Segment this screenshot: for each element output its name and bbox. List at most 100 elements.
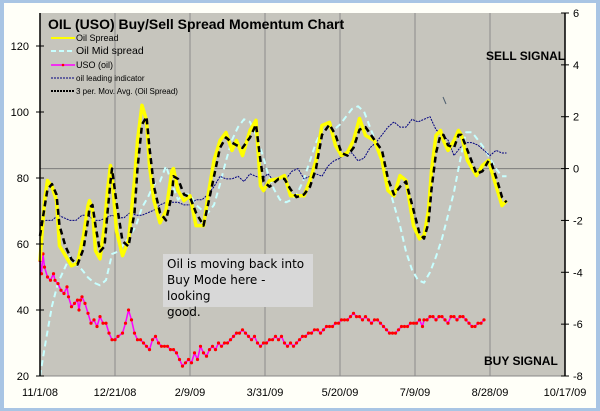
- data-point: [107, 331, 111, 335]
- data-point: [147, 348, 152, 352]
- data-point: [437, 315, 441, 319]
- data-point: [98, 315, 102, 319]
- data-point: [219, 344, 224, 348]
- legend-label: Oil Spread: [76, 33, 119, 43]
- data-point: [464, 318, 468, 322]
- data-point: [92, 318, 96, 322]
- data-point: [390, 331, 395, 335]
- data-point: [428, 315, 432, 319]
- data-point: [48, 278, 53, 282]
- data-point: [246, 334, 251, 338]
- legend-item-oil-leading-indicator: oil leading indicator: [51, 74, 145, 83]
- data-point: [126, 308, 131, 312]
- data-point: [420, 324, 425, 329]
- data-point: [402, 324, 407, 329]
- data-point: [312, 328, 317, 332]
- data-point: [165, 344, 170, 348]
- legend-label: oil leading indicator: [76, 74, 145, 83]
- data-point: [123, 321, 128, 325]
- data-point: [53, 278, 57, 282]
- x-tick-label: 5/20/09: [322, 387, 359, 399]
- x-tick-label: 10/17/09: [544, 387, 587, 399]
- data-point: [83, 301, 87, 305]
- series-layer: [38, 103, 508, 377]
- data-point: [110, 338, 114, 342]
- series-oil-mid-spread: [39, 105, 507, 377]
- data-point: [59, 288, 63, 292]
- data-point: [101, 321, 105, 325]
- data-point: [282, 341, 287, 345]
- axes: 20 40 60 80 100 120 -8 -6 -4 -2 0 2 4 6 11/1/08 12/21/0…: [11, 8, 587, 399]
- legend-label: Oil Mid spread: [76, 45, 144, 57]
- data-point: [378, 321, 383, 325]
- data-point: [201, 351, 206, 355]
- legend-label: USO (oil): [76, 60, 113, 70]
- data-point: [249, 338, 254, 342]
- x-tick-label: 11/1/08: [22, 387, 58, 399]
- data-point: [279, 334, 284, 338]
- data-point: [306, 331, 311, 335]
- data-point: [51, 272, 56, 276]
- data-point: [327, 324, 332, 329]
- legend: Oil Spread Oil Mid spread USO (oil) oil lea…: [51, 33, 178, 96]
- data-point: [204, 354, 209, 358]
- data-point: [396, 328, 401, 332]
- data-point: [309, 331, 314, 335]
- right-tick-label: -8: [573, 371, 583, 383]
- legend-label: 3 per. Mov. Avg. (Oil Spread): [76, 87, 178, 96]
- data-point: [261, 341, 266, 345]
- legend-item-oil-mid-spread: Oil Mid spread: [51, 45, 144, 57]
- data-point: [183, 361, 188, 365]
- data-point: [168, 348, 173, 352]
- data-point: [399, 324, 404, 329]
- data-point: [414, 321, 419, 325]
- data-point: [198, 344, 203, 348]
- data-point: [234, 331, 239, 335]
- x-tick-label: 8/28/09: [472, 387, 509, 399]
- right-tick-label: 4: [573, 60, 579, 72]
- data-point: [417, 318, 422, 322]
- data-point: [141, 341, 146, 345]
- data-point: [431, 315, 435, 319]
- data-point: [363, 315, 368, 319]
- left-tick-label: 60: [17, 239, 29, 251]
- series-line-3-per-mov-avg-oil-spread: [38, 115, 508, 266]
- series-3-per-mov-avg-oil-spread: [38, 115, 508, 266]
- data-point: [357, 315, 362, 319]
- legend-item-3-per-mov-avg-oil-spread: 3 per. Mov. Avg. (Oil Spread): [51, 87, 178, 96]
- data-point: [425, 318, 429, 322]
- chart-title: OIL (USO) Buy/Sell Spread Momentum Chart: [48, 16, 344, 32]
- data-point: [366, 318, 371, 322]
- series-oil-spread: [38, 103, 508, 268]
- left-tick-label: 40: [17, 305, 29, 317]
- data-point: [231, 334, 236, 338]
- data-point: [207, 348, 212, 352]
- data-point: [294, 341, 299, 345]
- data-point: [42, 265, 47, 269]
- data-point: [95, 324, 99, 329]
- data-point: [177, 357, 182, 362]
- data-point: [195, 357, 200, 362]
- data-point: [228, 338, 233, 342]
- data-point: [243, 331, 248, 335]
- data-point: [66, 295, 71, 299]
- x-tick-label: 7/9/09: [400, 387, 431, 399]
- data-point: [89, 321, 93, 325]
- data-point: [240, 328, 245, 332]
- x-tick-label: 12/21/08: [94, 387, 137, 399]
- data-point: [476, 321, 480, 325]
- data-point: [267, 338, 272, 342]
- data-point: [440, 315, 444, 319]
- data-point: [116, 334, 120, 338]
- data-point: [255, 341, 260, 345]
- data-point: [252, 334, 257, 338]
- series-line-oil-mid-spread: [39, 105, 507, 377]
- data-point: [422, 318, 426, 322]
- right-tick-label: 2: [573, 112, 579, 124]
- data-point: [258, 344, 263, 348]
- legend-item-uso-oil: USO (oil): [51, 60, 113, 70]
- data-point: [264, 341, 269, 345]
- buy-signal-label: BUY SIGNAL: [484, 354, 558, 368]
- data-point: [449, 315, 453, 319]
